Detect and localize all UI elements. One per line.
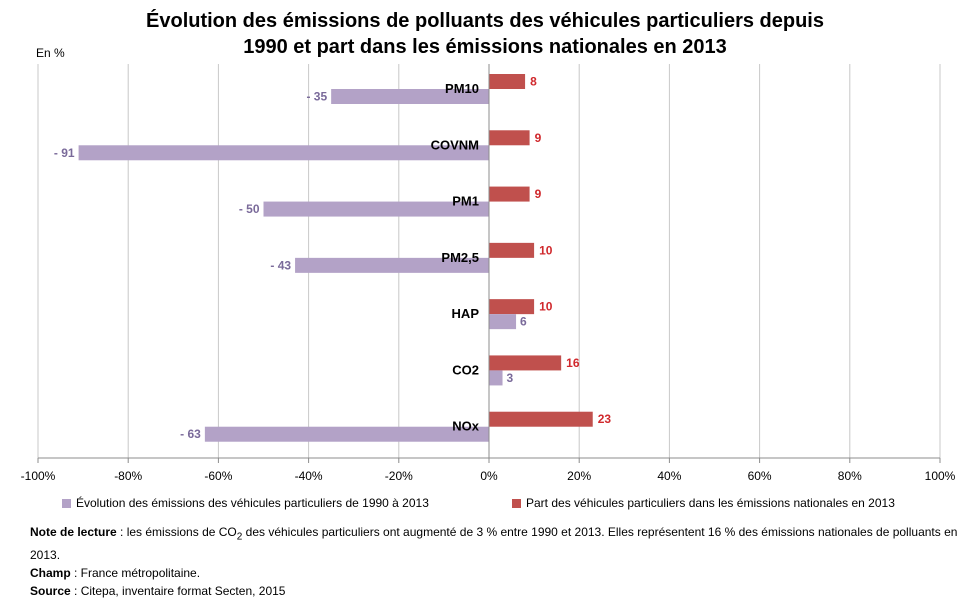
data-label-part: 23 <box>598 412 612 426</box>
data-label-evolution: - 91 <box>54 146 75 160</box>
bar-part <box>489 186 530 202</box>
x-tick-label: 60% <box>748 469 772 483</box>
note-champ-text: : France métropolitaine. <box>70 566 201 581</box>
data-label-evolution: 6 <box>520 315 527 329</box>
data-label-evolution: - 63 <box>180 427 201 441</box>
bar-evolution <box>204 426 489 442</box>
legend-item-part: Part des véhicules particuliers dans les… <box>512 496 895 510</box>
category-label: HAP <box>452 306 480 321</box>
legend-swatch-evolution <box>62 498 71 508</box>
x-tick-label: -20% <box>385 469 413 483</box>
note-lecture-text-b: des véhicules particuliers ont augmenté … <box>30 525 958 563</box>
x-tick-label: 80% <box>838 469 862 483</box>
note-lecture: Note de lecture : les émissions de CO2 d… <box>30 523 960 564</box>
bar-evolution <box>331 89 489 104</box>
data-label-evolution: - 35 <box>306 90 327 104</box>
note-lecture-sub: 2 <box>236 531 243 543</box>
chart-title-line2: 1990 et part dans les émissions national… <box>243 36 727 58</box>
data-label-part: 10 <box>539 243 553 257</box>
note-champ: Champ : France métropolitaine. <box>30 564 960 582</box>
bar-part <box>489 130 530 146</box>
data-labels: 8 - 35 PM10 9 - 91 COVNM 9 - 50 PM1 10 - 43 PM2,5 10… <box>54 75 612 442</box>
legend-label-part: Part des véhicules particuliers dans les… <box>526 496 895 510</box>
bar-part <box>489 299 535 315</box>
category-label: NOx <box>452 419 480 434</box>
x-tick-label: 20% <box>567 469 591 483</box>
legend-item-evolution: Évolution des émissions des véhicules pa… <box>62 496 429 510</box>
data-label-evolution: - 43 <box>270 258 291 272</box>
note-source: Source : Citepa, inventaire format Secte… <box>30 582 960 600</box>
legend-label-evolution: Évolution des émissions des véhicules pa… <box>76 496 429 510</box>
category-label: COVNM <box>431 137 479 152</box>
bar-evolution <box>263 201 489 217</box>
notes: Note de lecture : les émissions de CO2 d… <box>30 523 960 600</box>
x-axis: -100% -80% -60% -40% -20% 0% 20% 40% 60% 80% 100% <box>21 64 956 483</box>
bar-part <box>489 411 593 427</box>
bar-evolution <box>78 145 489 161</box>
legend-swatch-part <box>512 498 521 508</box>
data-label-evolution: 3 <box>507 371 514 385</box>
category-label: PM1 <box>452 194 479 209</box>
category-label: CO2 <box>452 362 479 377</box>
data-label-evolution: - 50 <box>239 202 260 216</box>
bar-part <box>489 242 535 258</box>
data-label-part: 8 <box>530 75 537 89</box>
gridlines <box>37 64 941 458</box>
category-label: PM10 <box>445 81 479 96</box>
chart-title: Évolution des émissions de polluants des… <box>0 8 970 60</box>
bars <box>78 74 593 442</box>
bar-evolution <box>489 314 517 330</box>
bar-evolution <box>295 257 489 273</box>
bar-evolution <box>489 370 503 386</box>
chart-title-line1: Évolution des émissions de polluants des… <box>146 10 824 32</box>
x-tick-label: -80% <box>114 469 142 483</box>
data-label-part: 10 <box>539 300 553 314</box>
data-label-part: 9 <box>535 187 542 201</box>
data-label-part: 9 <box>535 131 542 145</box>
x-tick-label: 100% <box>925 469 956 483</box>
x-tick-label: -60% <box>204 469 232 483</box>
x-tick-label: -40% <box>295 469 323 483</box>
note-champ-label: Champ <box>30 566 71 581</box>
note-source-text: : Citepa, inventaire format Secten, 2015 <box>70 584 286 599</box>
bar-part <box>489 74 526 89</box>
note-lecture-text-a: : les émissions de CO <box>116 525 237 539</box>
category-label: PM2,5 <box>441 250 479 265</box>
x-tick-label: 0% <box>480 469 498 483</box>
x-tick-label: 40% <box>657 469 681 483</box>
note-lecture-label: Note de lecture <box>30 525 117 539</box>
unit-label: En % <box>36 46 65 60</box>
bar-part <box>489 355 562 371</box>
x-tick-label: -100% <box>21 469 56 483</box>
note-source-label: Source <box>30 584 71 599</box>
data-label-part: 16 <box>566 356 580 370</box>
